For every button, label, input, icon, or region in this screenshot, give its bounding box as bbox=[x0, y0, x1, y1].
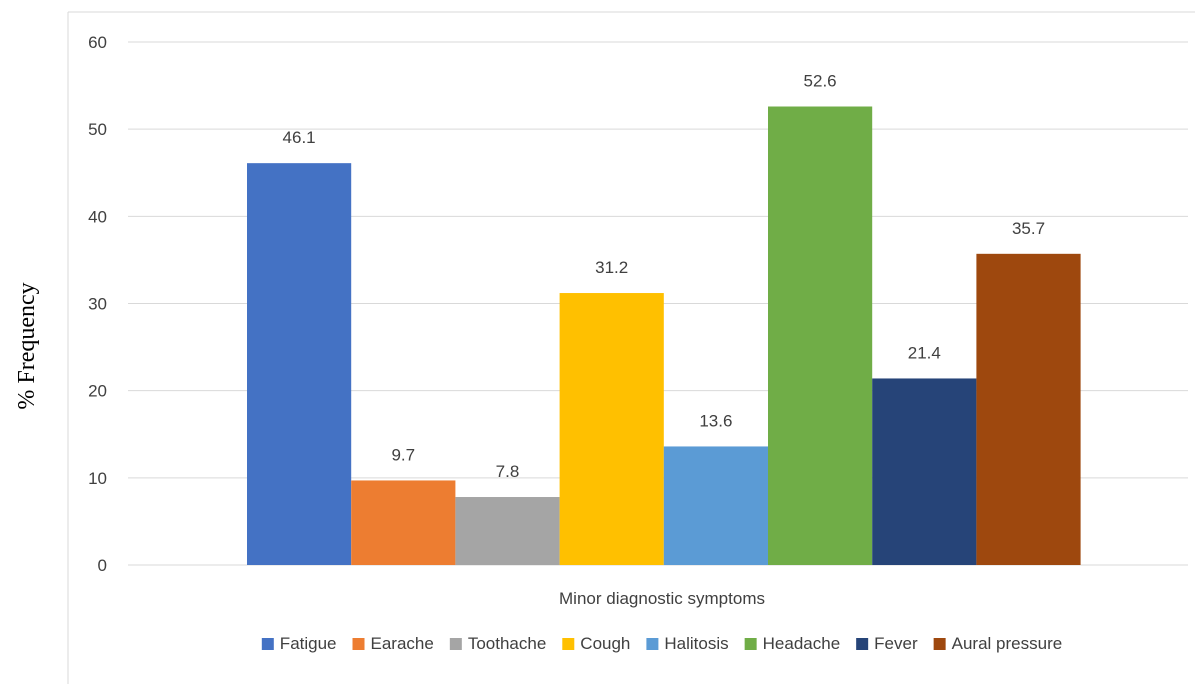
legend-item: Fatigue bbox=[261, 634, 337, 653]
legend-swatch bbox=[933, 638, 946, 650]
legend-label: Headache bbox=[763, 634, 841, 653]
legend-swatch bbox=[352, 638, 365, 650]
bar-cough bbox=[559, 293, 664, 565]
legend-label: Halitosis bbox=[664, 634, 728, 653]
legend-item: Aural pressure bbox=[933, 634, 1063, 653]
legend-swatch bbox=[646, 638, 659, 650]
legend-swatch bbox=[449, 638, 462, 650]
data-label: 7.8 bbox=[496, 462, 520, 481]
y-tick-label: 0 bbox=[98, 556, 107, 575]
legend-label: Toothache bbox=[468, 634, 546, 653]
y-tick-label: 50 bbox=[88, 120, 107, 139]
legend-item: Earache bbox=[352, 634, 434, 653]
legend-label: Fatigue bbox=[280, 634, 337, 653]
legend-swatch bbox=[856, 638, 869, 650]
data-labels: 46.1 9.7 7.8 31.2 13.6 52.6 21.4 35.7 bbox=[283, 72, 1045, 482]
y-tick-label: 60 bbox=[88, 33, 107, 52]
axis-titles: Minor diagnostic symptoms % Frequency bbox=[14, 282, 765, 608]
data-label: 13.6 bbox=[699, 411, 732, 430]
bar-aural-pressure bbox=[976, 253, 1081, 565]
legend-label: Aural pressure bbox=[952, 634, 1063, 653]
legend-label: Fever bbox=[874, 634, 918, 653]
legend-swatch bbox=[744, 638, 757, 650]
y-tick-label: 40 bbox=[88, 207, 107, 226]
bars bbox=[247, 106, 1081, 566]
legend-swatch bbox=[261, 638, 274, 650]
y-axis-ticks: 0 10 20 30 40 50 60 bbox=[88, 33, 107, 575]
data-label: 31.2 bbox=[595, 258, 628, 277]
legend-swatch bbox=[562, 638, 575, 650]
bar-earache bbox=[351, 480, 456, 565]
data-label: 46.1 bbox=[283, 128, 316, 147]
legend-item: Fever bbox=[856, 634, 918, 653]
bar-halitosis bbox=[663, 446, 768, 565]
legend: Fatigue Earache Toothache Cough Halitosis Hea… bbox=[261, 634, 1063, 653]
data-label: 52.6 bbox=[804, 72, 837, 91]
bar-fever bbox=[872, 378, 977, 565]
y-tick-label: 10 bbox=[88, 469, 107, 488]
legend-item: Halitosis bbox=[646, 634, 729, 653]
y-axis-title: % Frequency bbox=[14, 282, 40, 409]
bar-headache bbox=[768, 106, 873, 566]
bar-toothache bbox=[455, 497, 560, 565]
y-tick-label: 20 bbox=[88, 382, 107, 401]
bar-fatigue bbox=[247, 163, 352, 565]
y-tick-label: 30 bbox=[88, 295, 107, 314]
x-axis-title: Minor diagnostic symptoms bbox=[559, 589, 765, 608]
legend-item: Cough bbox=[562, 634, 630, 653]
legend-label: Cough bbox=[580, 634, 630, 653]
legend-label: Earache bbox=[371, 634, 434, 653]
data-label: 35.7 bbox=[1012, 219, 1045, 238]
data-label: 21.4 bbox=[908, 343, 941, 362]
legend-item: Toothache bbox=[449, 634, 546, 653]
data-label: 9.7 bbox=[391, 445, 415, 464]
legend-item: Headache bbox=[744, 634, 841, 653]
